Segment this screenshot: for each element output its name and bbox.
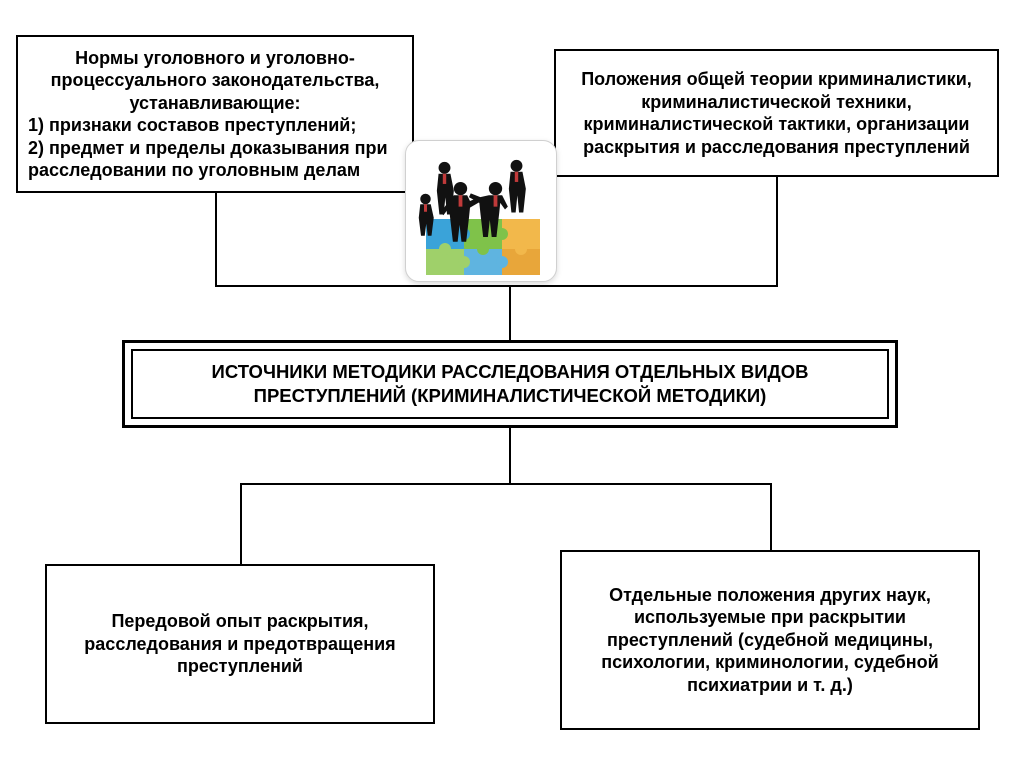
connector-bottom-hbar <box>240 483 770 485</box>
box-top-right-text: Положения общей теории криминалистики, к… <box>566 68 987 158</box>
connector-top-left-down <box>215 193 217 285</box>
box-bottom-right: Отдельные положения других наук, использ… <box>560 550 980 730</box>
connector-center-to-split <box>509 428 511 483</box>
box-top-left-header: Нормы уголовного и уголовно-процессуальн… <box>51 48 380 113</box>
box-top-left: Нормы уголовного и уголовно-процессуальн… <box>16 35 414 193</box>
connector-top-to-center <box>509 285 511 340</box>
connector-bottom-right-down <box>770 483 772 550</box>
center-box: ИСТОЧНИКИ МЕТОДИКИ РАССЛЕДОВАНИЯ ОТДЕЛЬН… <box>122 340 898 428</box>
box-top-left-item2: 2) предмет и пределы доказывания при рас… <box>28 137 402 182</box>
box-top-left-text: Нормы уголовного и уголовно-процессуальн… <box>28 47 402 182</box>
box-bottom-left-text: Передовой опыт раскрытия, расследования … <box>57 610 423 678</box>
box-top-right: Положения общей теории криминалистики, к… <box>554 49 999 177</box>
connector-top-right-down <box>776 177 778 285</box>
box-top-left-item1: 1) признаки составов преступлений; <box>28 114 402 137</box>
box-bottom-left: Передовой опыт раскрытия, расследования … <box>45 564 435 724</box>
connector-bottom-left-down <box>240 483 242 564</box>
box-bottom-right-text: Отдельные положения других наук, использ… <box>572 584 968 697</box>
connector-top-hbar <box>215 285 778 287</box>
people-puzzle-icon <box>405 140 557 282</box>
center-box-text: ИСТОЧНИКИ МЕТОДИКИ РАССЛЕДОВАНИЯ ОТДЕЛЬН… <box>149 360 871 408</box>
